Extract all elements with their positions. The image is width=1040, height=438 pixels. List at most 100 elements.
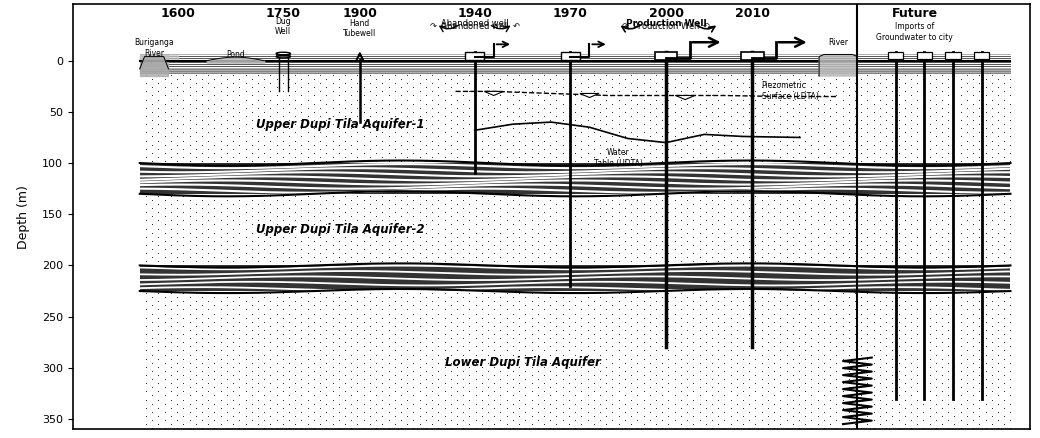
Point xyxy=(654,149,671,156)
Point xyxy=(162,298,179,305)
Point xyxy=(393,141,410,148)
Point xyxy=(567,205,583,212)
Point xyxy=(772,347,788,354)
Point xyxy=(324,314,341,321)
Point xyxy=(144,326,160,333)
Point xyxy=(281,326,297,333)
Point xyxy=(362,153,379,160)
Point xyxy=(467,392,484,399)
Point xyxy=(573,120,590,127)
Point xyxy=(604,149,621,156)
Point xyxy=(853,196,869,203)
Point xyxy=(959,153,976,160)
Point xyxy=(667,141,683,148)
Point xyxy=(467,375,484,382)
Point xyxy=(293,196,310,203)
Point xyxy=(828,149,844,156)
Point xyxy=(790,408,807,415)
Point xyxy=(698,88,714,95)
Point xyxy=(772,120,788,127)
Point xyxy=(890,246,907,253)
Point xyxy=(137,371,154,378)
Point xyxy=(853,254,869,261)
Point xyxy=(268,302,285,309)
Point xyxy=(965,367,982,374)
Point xyxy=(723,355,739,362)
Point xyxy=(660,306,677,313)
Point xyxy=(262,201,279,208)
Point xyxy=(740,359,757,366)
Point xyxy=(268,375,285,382)
Point xyxy=(362,413,379,420)
Point xyxy=(635,355,652,362)
Point xyxy=(225,145,241,152)
Point xyxy=(281,335,297,342)
Point xyxy=(498,363,515,370)
Point xyxy=(847,290,863,297)
Point xyxy=(934,153,951,160)
Point xyxy=(847,145,863,152)
Point xyxy=(778,133,795,140)
Point xyxy=(648,233,665,240)
Point xyxy=(853,158,869,165)
Point xyxy=(673,225,690,232)
Point xyxy=(903,125,919,132)
Point xyxy=(406,335,422,342)
Point xyxy=(554,221,571,228)
Point xyxy=(399,355,416,362)
Point xyxy=(809,113,826,120)
Point xyxy=(921,120,938,127)
Point xyxy=(212,145,229,152)
Point xyxy=(181,425,198,432)
Point xyxy=(175,153,191,160)
Point xyxy=(417,117,434,124)
Point xyxy=(312,298,329,305)
Point xyxy=(673,96,690,103)
Point xyxy=(218,408,235,415)
Point xyxy=(629,400,646,407)
Point xyxy=(137,339,154,346)
Point xyxy=(492,400,509,407)
Point xyxy=(978,367,994,374)
Point xyxy=(399,363,416,370)
Point xyxy=(281,408,297,415)
Point xyxy=(523,120,540,127)
Point xyxy=(417,196,434,203)
Point xyxy=(137,306,154,313)
Point xyxy=(747,241,763,248)
Point xyxy=(181,417,198,424)
Point xyxy=(150,339,166,346)
Point xyxy=(218,254,235,261)
Point xyxy=(473,355,490,362)
Point xyxy=(243,84,260,91)
Point xyxy=(915,125,932,132)
Point xyxy=(717,84,733,91)
Point xyxy=(412,413,428,420)
Point xyxy=(137,298,154,305)
Point xyxy=(324,388,341,395)
Point xyxy=(231,117,248,124)
Point xyxy=(349,371,366,378)
Point xyxy=(362,258,379,265)
Point xyxy=(704,117,721,124)
Point xyxy=(834,413,851,420)
Point xyxy=(492,375,509,382)
Point xyxy=(356,141,372,148)
Point xyxy=(412,88,428,95)
Point xyxy=(181,100,198,107)
Point xyxy=(834,396,851,403)
Point xyxy=(498,290,515,297)
Point xyxy=(778,246,795,253)
Point xyxy=(610,404,627,411)
Point xyxy=(436,120,452,127)
Point xyxy=(231,392,248,399)
Point xyxy=(337,322,354,329)
Point xyxy=(374,153,391,160)
Point xyxy=(262,145,279,152)
Point xyxy=(909,201,926,208)
Point xyxy=(175,339,191,346)
Point xyxy=(479,117,496,124)
Point xyxy=(971,290,988,297)
Point xyxy=(629,417,646,424)
Point xyxy=(349,298,366,305)
